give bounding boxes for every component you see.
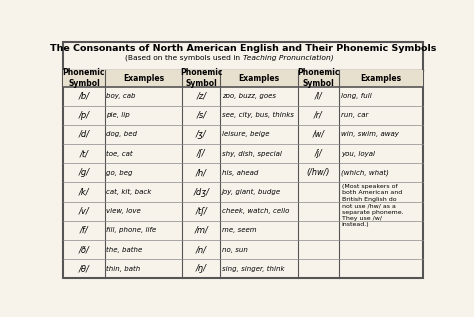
Text: /dʒ/: /dʒ/ — [193, 187, 209, 197]
Text: Teaching Pronunciation): Teaching Pronunciation) — [243, 55, 334, 61]
Text: /j/: /j/ — [315, 149, 322, 158]
Text: /t/: /t/ — [80, 149, 89, 158]
Text: fill, phone, life: fill, phone, life — [106, 227, 156, 233]
Text: shy, dish, special: shy, dish, special — [222, 151, 282, 157]
Text: Examples: Examples — [360, 74, 401, 83]
Text: /θ/: /θ/ — [79, 264, 90, 273]
Text: /ʃ/: /ʃ/ — [197, 149, 206, 158]
Bar — [63, 70, 423, 87]
Text: his, ahead: his, ahead — [222, 170, 258, 176]
Text: /r/: /r/ — [314, 111, 323, 120]
Text: /l/: /l/ — [315, 92, 322, 100]
Text: /b/: /b/ — [78, 92, 90, 100]
Text: /tʃ/: /tʃ/ — [195, 207, 207, 216]
Text: me, seem: me, seem — [222, 227, 256, 233]
Text: see, city, bus, thinks: see, city, bus, thinks — [222, 112, 293, 118]
Text: thin, bath: thin, bath — [106, 266, 141, 272]
Text: go, beg: go, beg — [106, 170, 133, 176]
Text: /g/: /g/ — [78, 168, 90, 177]
Text: /p/: /p/ — [78, 111, 90, 120]
Text: pie, lip: pie, lip — [106, 112, 130, 118]
Text: long, full: long, full — [341, 93, 372, 99]
Text: the, bathe: the, bathe — [106, 246, 143, 253]
Text: boy, cab: boy, cab — [106, 93, 136, 99]
Text: /v/: /v/ — [79, 207, 90, 216]
Text: (Based on the symbols used in: (Based on the symbols used in — [126, 55, 243, 61]
Text: /n/: /n/ — [196, 245, 207, 254]
Text: leisure, beige: leisure, beige — [222, 132, 269, 138]
Text: Phonemic
Symbol: Phonemic Symbol — [180, 68, 222, 88]
Text: view, love: view, love — [106, 208, 141, 214]
Text: /s/: /s/ — [196, 111, 206, 120]
Text: (which, what): (which, what) — [341, 170, 389, 176]
Text: cat, kit, back: cat, kit, back — [106, 189, 152, 195]
Text: no, sun: no, sun — [222, 247, 247, 253]
Text: you, loyal: you, loyal — [341, 151, 375, 157]
Text: /ŋ/: /ŋ/ — [196, 264, 207, 273]
Text: cheek, watch, cello: cheek, watch, cello — [222, 208, 289, 214]
Text: Phonemic
Symbol: Phonemic Symbol — [63, 68, 105, 88]
Text: /ð/: /ð/ — [79, 245, 90, 254]
Text: /f/: /f/ — [80, 226, 88, 235]
Text: (/hw/): (/hw/) — [307, 168, 330, 177]
Text: dog, bed: dog, bed — [106, 132, 137, 138]
Text: toe, cat: toe, cat — [106, 151, 133, 157]
Text: /z/: /z/ — [196, 92, 206, 100]
Text: /ʒ/: /ʒ/ — [196, 130, 207, 139]
Text: /h/: /h/ — [196, 168, 207, 177]
Text: run, car: run, car — [341, 112, 368, 118]
Text: joy, giant, budge: joy, giant, budge — [222, 189, 281, 195]
Text: /m/: /m/ — [194, 226, 208, 235]
Text: Examples: Examples — [238, 74, 279, 83]
Text: Examples: Examples — [123, 74, 164, 83]
Text: zoo, buzz, goes: zoo, buzz, goes — [222, 93, 276, 99]
Text: The Consonants of North American English and Their Phonemic Symbols: The Consonants of North American English… — [50, 44, 436, 53]
Text: Phonemic
Symbol: Phonemic Symbol — [297, 68, 340, 88]
Text: win, swim, away: win, swim, away — [341, 132, 399, 138]
Text: (Most speakers of
both American and
British English do
not use /hw/ as a
separat: (Most speakers of both American and Brit… — [342, 184, 403, 227]
Text: sing, singer, think: sing, singer, think — [222, 266, 284, 272]
Text: /k/: /k/ — [79, 187, 89, 197]
Text: /d/: /d/ — [78, 130, 90, 139]
Text: /w/: /w/ — [312, 130, 324, 139]
